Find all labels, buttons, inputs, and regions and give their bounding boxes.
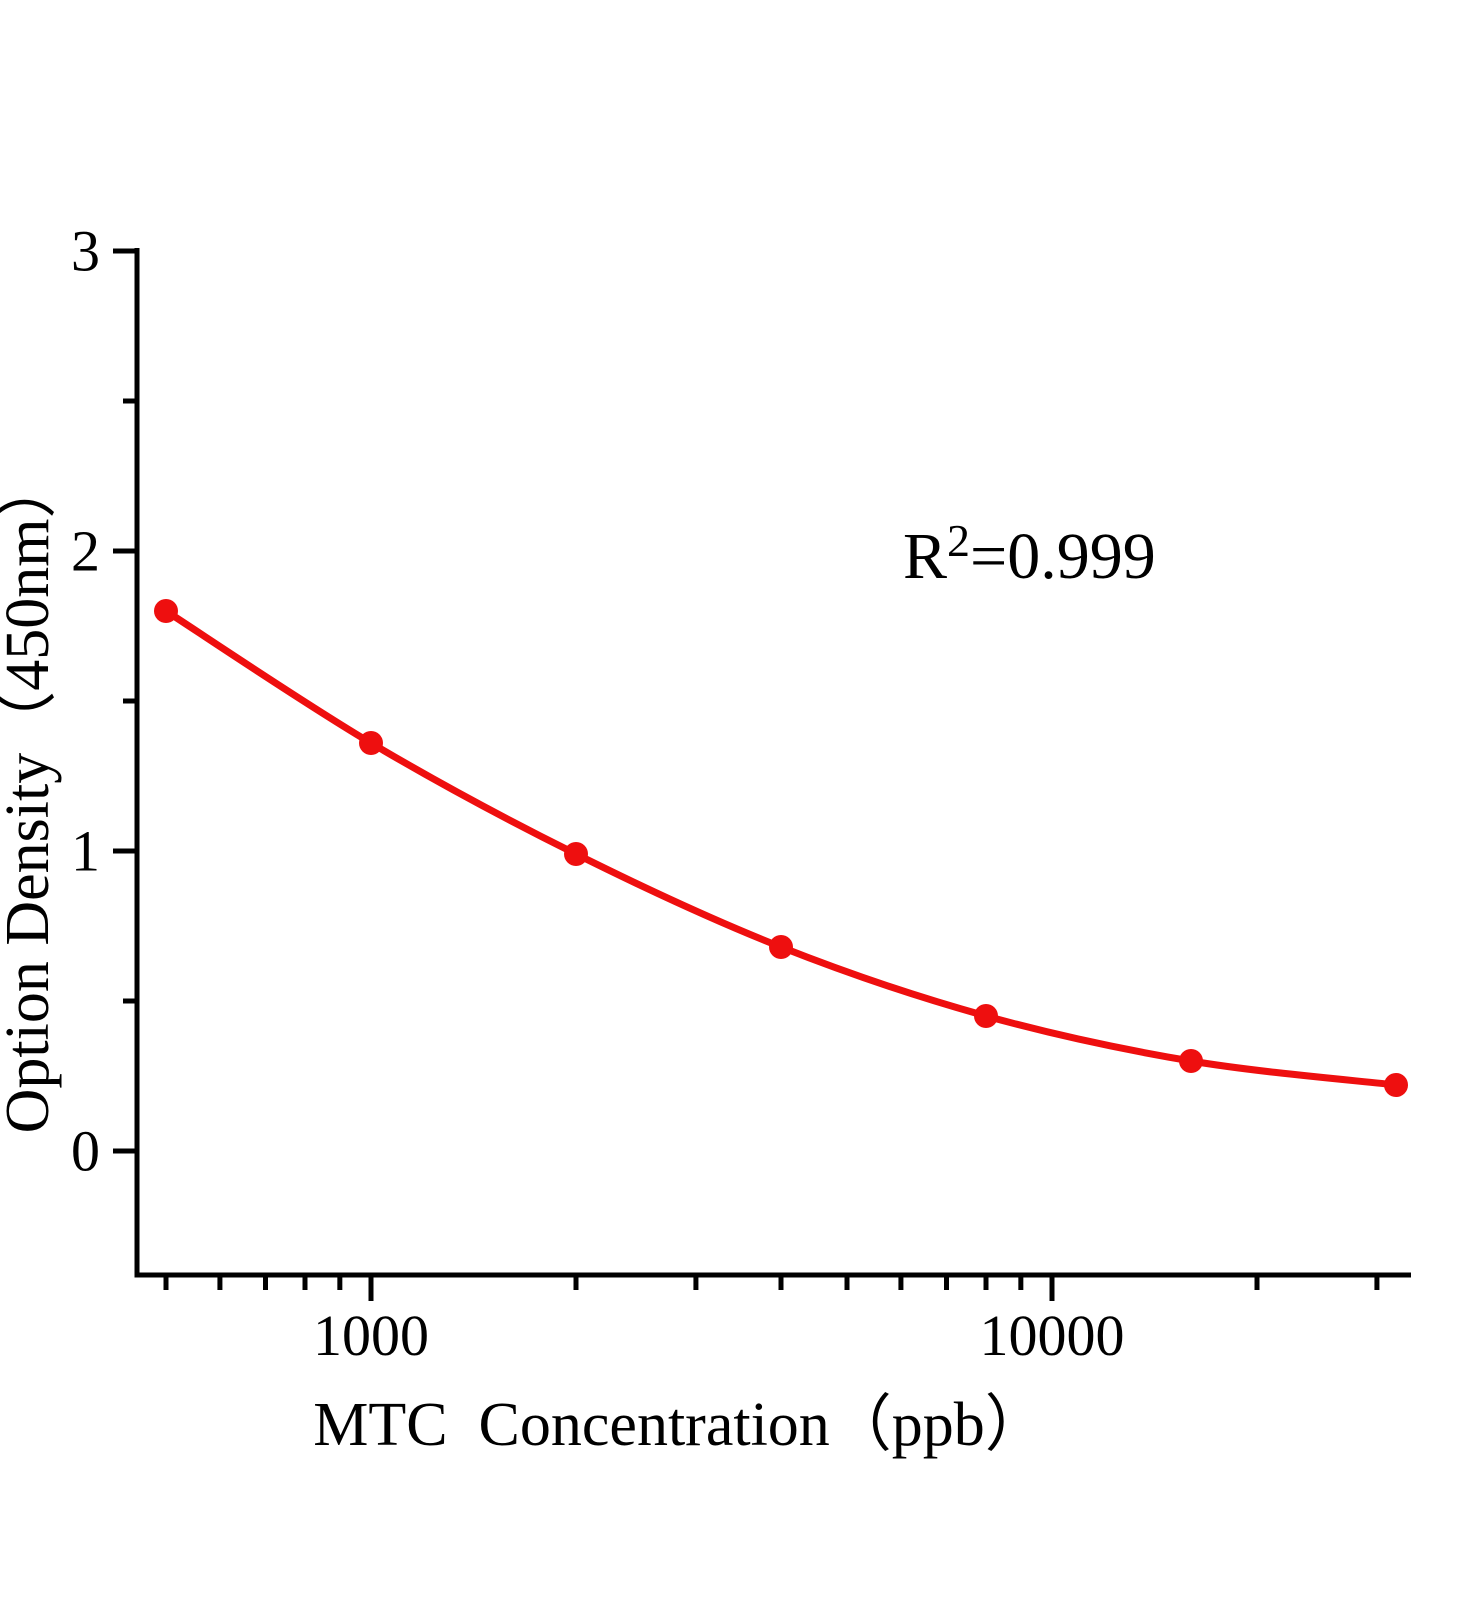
- data-point-marker: [153, 599, 178, 623]
- data-point-marker: [769, 935, 794, 959]
- data-points-layer: [153, 599, 1409, 1097]
- y-axis-title: Option Density（450nm）: [0, 457, 62, 1134]
- y-axis-tick-label: 0: [71, 1119, 100, 1184]
- data-point-marker: [359, 731, 383, 755]
- y-axis-tick-label: 1: [71, 819, 100, 884]
- axis-frame: [134, 248, 1411, 1278]
- data-point-marker: [974, 1004, 999, 1028]
- data-point-marker: [1384, 1073, 1409, 1097]
- data-point-marker: [1179, 1049, 1204, 1073]
- r-squared-annotation: R2=0.999: [903, 515, 1156, 593]
- tick-labels-layer: 3 2 1 0 1000 10000: [71, 219, 1125, 1369]
- standard-curve-line: [164, 608, 1397, 1089]
- r-squared-base: R: [903, 520, 947, 593]
- axes-layer: [134, 248, 1411, 1278]
- y-axis-tick-label: 3: [71, 219, 100, 284]
- x-axis-tick-label: 10000: [980, 1303, 1125, 1368]
- r-squared-value: =0.999: [970, 520, 1156, 593]
- x-axis-title: MTC Concentration（ppb）: [313, 1391, 1047, 1459]
- x-axis-tick-label: 1000: [313, 1303, 429, 1368]
- y-axis-tick-label: 2: [71, 519, 100, 584]
- ticks-layer: [113, 248, 1380, 1301]
- data-point-marker: [564, 842, 589, 866]
- r-squared-exponent: 2: [947, 515, 970, 566]
